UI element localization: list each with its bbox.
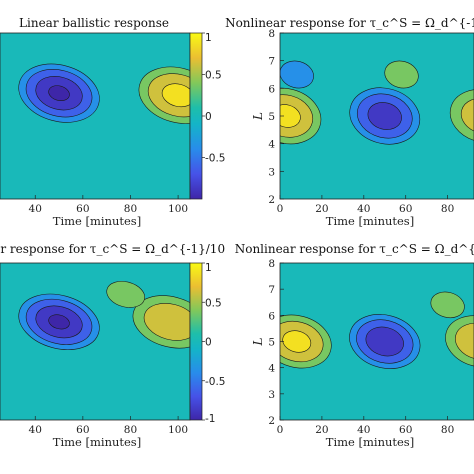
colorbar-gradient (189, 32, 203, 200)
panel-title: Nonlinear response for τ_c^S = Ω_d^{-1}/… (225, 16, 474, 30)
y-axis-label: L (251, 337, 265, 346)
x-tick-label: 100 (168, 424, 188, 436)
contour-blob-5-level-1 (384, 60, 419, 89)
contour-blob-3-level-2 (143, 303, 190, 341)
colorbar-tick-label: 0.5 (205, 297, 222, 309)
heatmap-area (280, 263, 474, 420)
colorbar-tick-label: 0 (205, 337, 212, 349)
colorbar-tick-label: 1 (205, 32, 212, 44)
panel-1: 40 60 80 100 Time [minutes] Linear ballistic … (0, 16, 226, 228)
x-tick-label: 80 (441, 424, 454, 436)
y-tick-label: 3 (268, 389, 275, 401)
panel-4: 0 20 40 60 80 Time [minutes] 8 7 6 5 4 3 2 L Nonlinear… (235, 242, 474, 449)
x-tick-label: 60 (76, 424, 89, 436)
colorbar: 1 0.5 0 -0.5 -1 (189, 262, 226, 425)
x-axis-label: Time [minutes] (326, 435, 414, 449)
x-tick-label: 40 (29, 424, 42, 436)
x-tick-label: 40 (357, 424, 370, 436)
y-tick-label: 3 (268, 166, 275, 178)
panel-title: nlinear response for τ_c^S = Ω_d^{-1}/10 (0, 242, 225, 256)
panel-2: 0 20 40 60 80 Time [minutes] 8 7 6 5 4 3 2 L Nonlinear… (225, 16, 474, 228)
y-tick-label: 4 (268, 363, 275, 375)
x-tick-label: 80 (124, 424, 137, 436)
x-tick-label: 60 (399, 203, 412, 215)
y-tick-label: 5 (268, 111, 275, 123)
y-tick-label: 4 (268, 139, 275, 151)
y-tick-label: 7 (268, 56, 275, 68)
x-tick-label: 40 (29, 203, 42, 215)
colorbar-tick-label: 0 (205, 111, 212, 123)
heatmap-area (0, 263, 190, 420)
contour-blob-4-level-1 (106, 280, 145, 308)
contour-blob-3-level-2 (460, 97, 474, 135)
y-tick-label: 7 (268, 284, 275, 296)
panel-title: Nonlinear response for τ_c^S = Ω_d^{-1} (235, 242, 474, 256)
contour-blob-2-level-4 (48, 85, 70, 102)
y-tick-label: 6 (268, 83, 275, 95)
heatmap-area (280, 33, 474, 199)
contour-blob-2-level-4 (48, 314, 70, 330)
contour-blob-3-level-2 (455, 322, 474, 361)
colorbar-tick-label: -0.5 (205, 153, 226, 165)
colorbar-gradient (189, 262, 203, 421)
contour-blob-1-level-3 (282, 330, 312, 353)
x-axis-label: Time [minutes] (326, 214, 414, 228)
panel-title: Linear ballistic response (19, 16, 169, 30)
x-tick-label: 80 (441, 203, 454, 215)
y-tick-label: 5 (268, 337, 275, 349)
colorbar-tick-label: 0.5 (205, 70, 222, 82)
contour-blob-4-level-1 (430, 291, 465, 319)
colorbar-tick-label: 1 (205, 262, 212, 274)
y-tick-label: 2 (268, 415, 275, 427)
x-tick-label: 40 (357, 203, 370, 215)
x-tick-label: 80 (124, 203, 137, 215)
y-tick-label: 8 (268, 258, 275, 270)
y-tick-label: 2 (268, 194, 275, 206)
x-tick-label: 0 (277, 424, 284, 436)
y-axis-label: L (251, 112, 265, 121)
colorbar: 1 0.5 0 -0.5 (189, 32, 226, 200)
contour-blob-1-level-3 (280, 104, 301, 128)
x-tick-label: 20 (315, 203, 328, 215)
colorbar-tick-label: -1 (205, 413, 215, 425)
x-tick-label: 60 (399, 424, 412, 436)
y-tick-label: 6 (268, 310, 275, 322)
y-tick-label: 8 (268, 28, 275, 40)
x-tick-label: 100 (168, 203, 188, 215)
colorbar-tick-label: -0.5 (205, 376, 226, 388)
heatmap-area (0, 33, 190, 199)
x-axis-label: Time [minutes] (53, 435, 141, 449)
x-tick-label: 20 (315, 424, 328, 436)
contour-blob-2-level-3 (365, 326, 404, 357)
contour-blob-3-level-3 (161, 83, 190, 108)
x-axis-label: Time [minutes] (53, 214, 141, 228)
x-tick-label: 0 (277, 203, 284, 215)
panel-3: 40 60 80 100 Time [minutes] nlinear response … (0, 242, 226, 449)
contour-blob-2-level-3 (367, 102, 402, 130)
x-tick-label: 60 (76, 203, 89, 215)
